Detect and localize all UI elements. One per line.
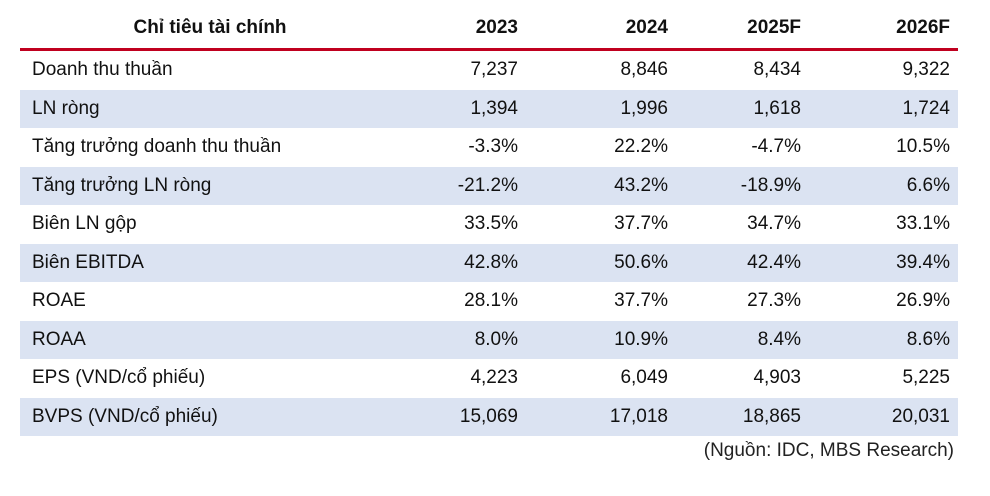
row-value: 28.1% (464, 290, 518, 312)
row-value: 8.0% (474, 328, 518, 350)
row-value: 42.8% (464, 251, 518, 273)
row-value: 4,903 (753, 367, 801, 389)
row-value: 1,724 (902, 97, 950, 119)
row-value: 10.9% (614, 328, 668, 350)
row-label: EPS (VND/cổ phiếu) (32, 367, 206, 389)
table-row: Tăng trưởng doanh thu thuần -3.3% 22.2% -4.… (20, 128, 958, 167)
row-value: 4,223 (470, 367, 518, 389)
row-value: 8,434 (753, 59, 801, 81)
header-year-2026f: 2026F (896, 17, 950, 38)
table-row: Tăng trưởng LN ròng -21.2% 43.2% -18.9% 6.6% (20, 166, 958, 205)
row-value: 33.1% (896, 213, 950, 235)
table-body: Doanh thu thuần 7,237 8,846 8,434 9,322 LN rò… (20, 51, 958, 436)
row-value: 20,031 (891, 405, 950, 427)
row-value: 43.2% (614, 174, 668, 196)
row-value: 1,618 (753, 97, 801, 119)
header-label: Chỉ tiêu tài chính (133, 17, 287, 38)
row-label: Tăng trưởng doanh thu thuần (32, 136, 282, 158)
row-label: LN ròng (32, 97, 100, 119)
row-value: 37.7% (614, 213, 668, 235)
row-value: 39.4% (896, 251, 950, 273)
row-value: 27.3% (747, 290, 801, 312)
row-value: 9,322 (902, 59, 950, 81)
table-row: EPS (VND/cổ phiếu) 4,223 6,049 4,903 5,225 (20, 359, 958, 398)
row-value: 17,018 (609, 405, 668, 427)
table-row: LN ròng 1,394 1,996 1,618 1,724 (20, 89, 958, 128)
table-row: Biên EBITDA 42.8% 50.6% 42.4% 39.4% (20, 243, 958, 282)
row-value: 8.6% (906, 328, 950, 350)
row-value: 26.9% (896, 290, 950, 312)
row-value: 50.6% (614, 251, 668, 273)
table-row: Biên LN gộp 33.5% 37.7% 34.7% 33.1% (20, 205, 958, 244)
row-value: 18,865 (742, 405, 801, 427)
row-value: 42.4% (747, 251, 801, 273)
row-value: -3.3% (468, 136, 518, 158)
header-year-2025f: 2025F (747, 17, 801, 38)
row-value: -4.7% (751, 136, 801, 158)
row-value: 6.6% (906, 174, 950, 196)
row-label: ROAE (32, 290, 86, 312)
table-header: Chỉ tiêu tài chính 2023 2024 2025F 2026F (20, 8, 958, 51)
row-value: 1,394 (470, 97, 518, 119)
row-label: Doanh thu thuần (32, 59, 173, 81)
row-value: -21.2% (457, 174, 518, 196)
table-row: ROAA 8.0% 10.9% 8.4% 8.6% (20, 320, 958, 359)
row-label: ROAA (32, 328, 86, 350)
table-row: ROAE 28.1% 37.7% 27.3% 26.9% (20, 282, 958, 321)
row-value: 5,225 (902, 367, 950, 389)
row-value: 22.2% (614, 136, 668, 158)
row-value: 33.5% (464, 213, 518, 235)
row-value: 15,069 (459, 405, 518, 427)
row-value: 8.4% (757, 328, 801, 350)
row-value: 6,049 (620, 367, 668, 389)
row-label: Biên EBITDA (32, 251, 144, 273)
source-note: (Nguồn: IDC, MBS Research) (703, 440, 954, 461)
header-year-2023: 2023 (475, 17, 518, 38)
row-label: Tăng trưởng LN ròng (32, 174, 212, 196)
row-value: 1,996 (620, 97, 668, 119)
row-value: 8,846 (620, 59, 668, 81)
header-year-2024: 2024 (625, 17, 668, 38)
row-value: 37.7% (614, 290, 668, 312)
financial-table: Chỉ tiêu tài chính 2023 2024 2025F 2026F… (20, 8, 958, 436)
row-value: 7,237 (470, 59, 518, 81)
row-value: -18.9% (740, 174, 801, 196)
table-row: BVPS (VND/cổ phiếu) 15,069 17,018 18,865 20,… (20, 397, 958, 436)
row-label: BVPS (VND/cổ phiếu) (32, 405, 218, 427)
table-row: Doanh thu thuần 7,237 8,846 8,434 9,322 (20, 51, 958, 90)
row-value: 34.7% (747, 213, 801, 235)
row-value: 10.5% (896, 136, 950, 158)
row-label: Biên LN gộp (32, 213, 137, 235)
